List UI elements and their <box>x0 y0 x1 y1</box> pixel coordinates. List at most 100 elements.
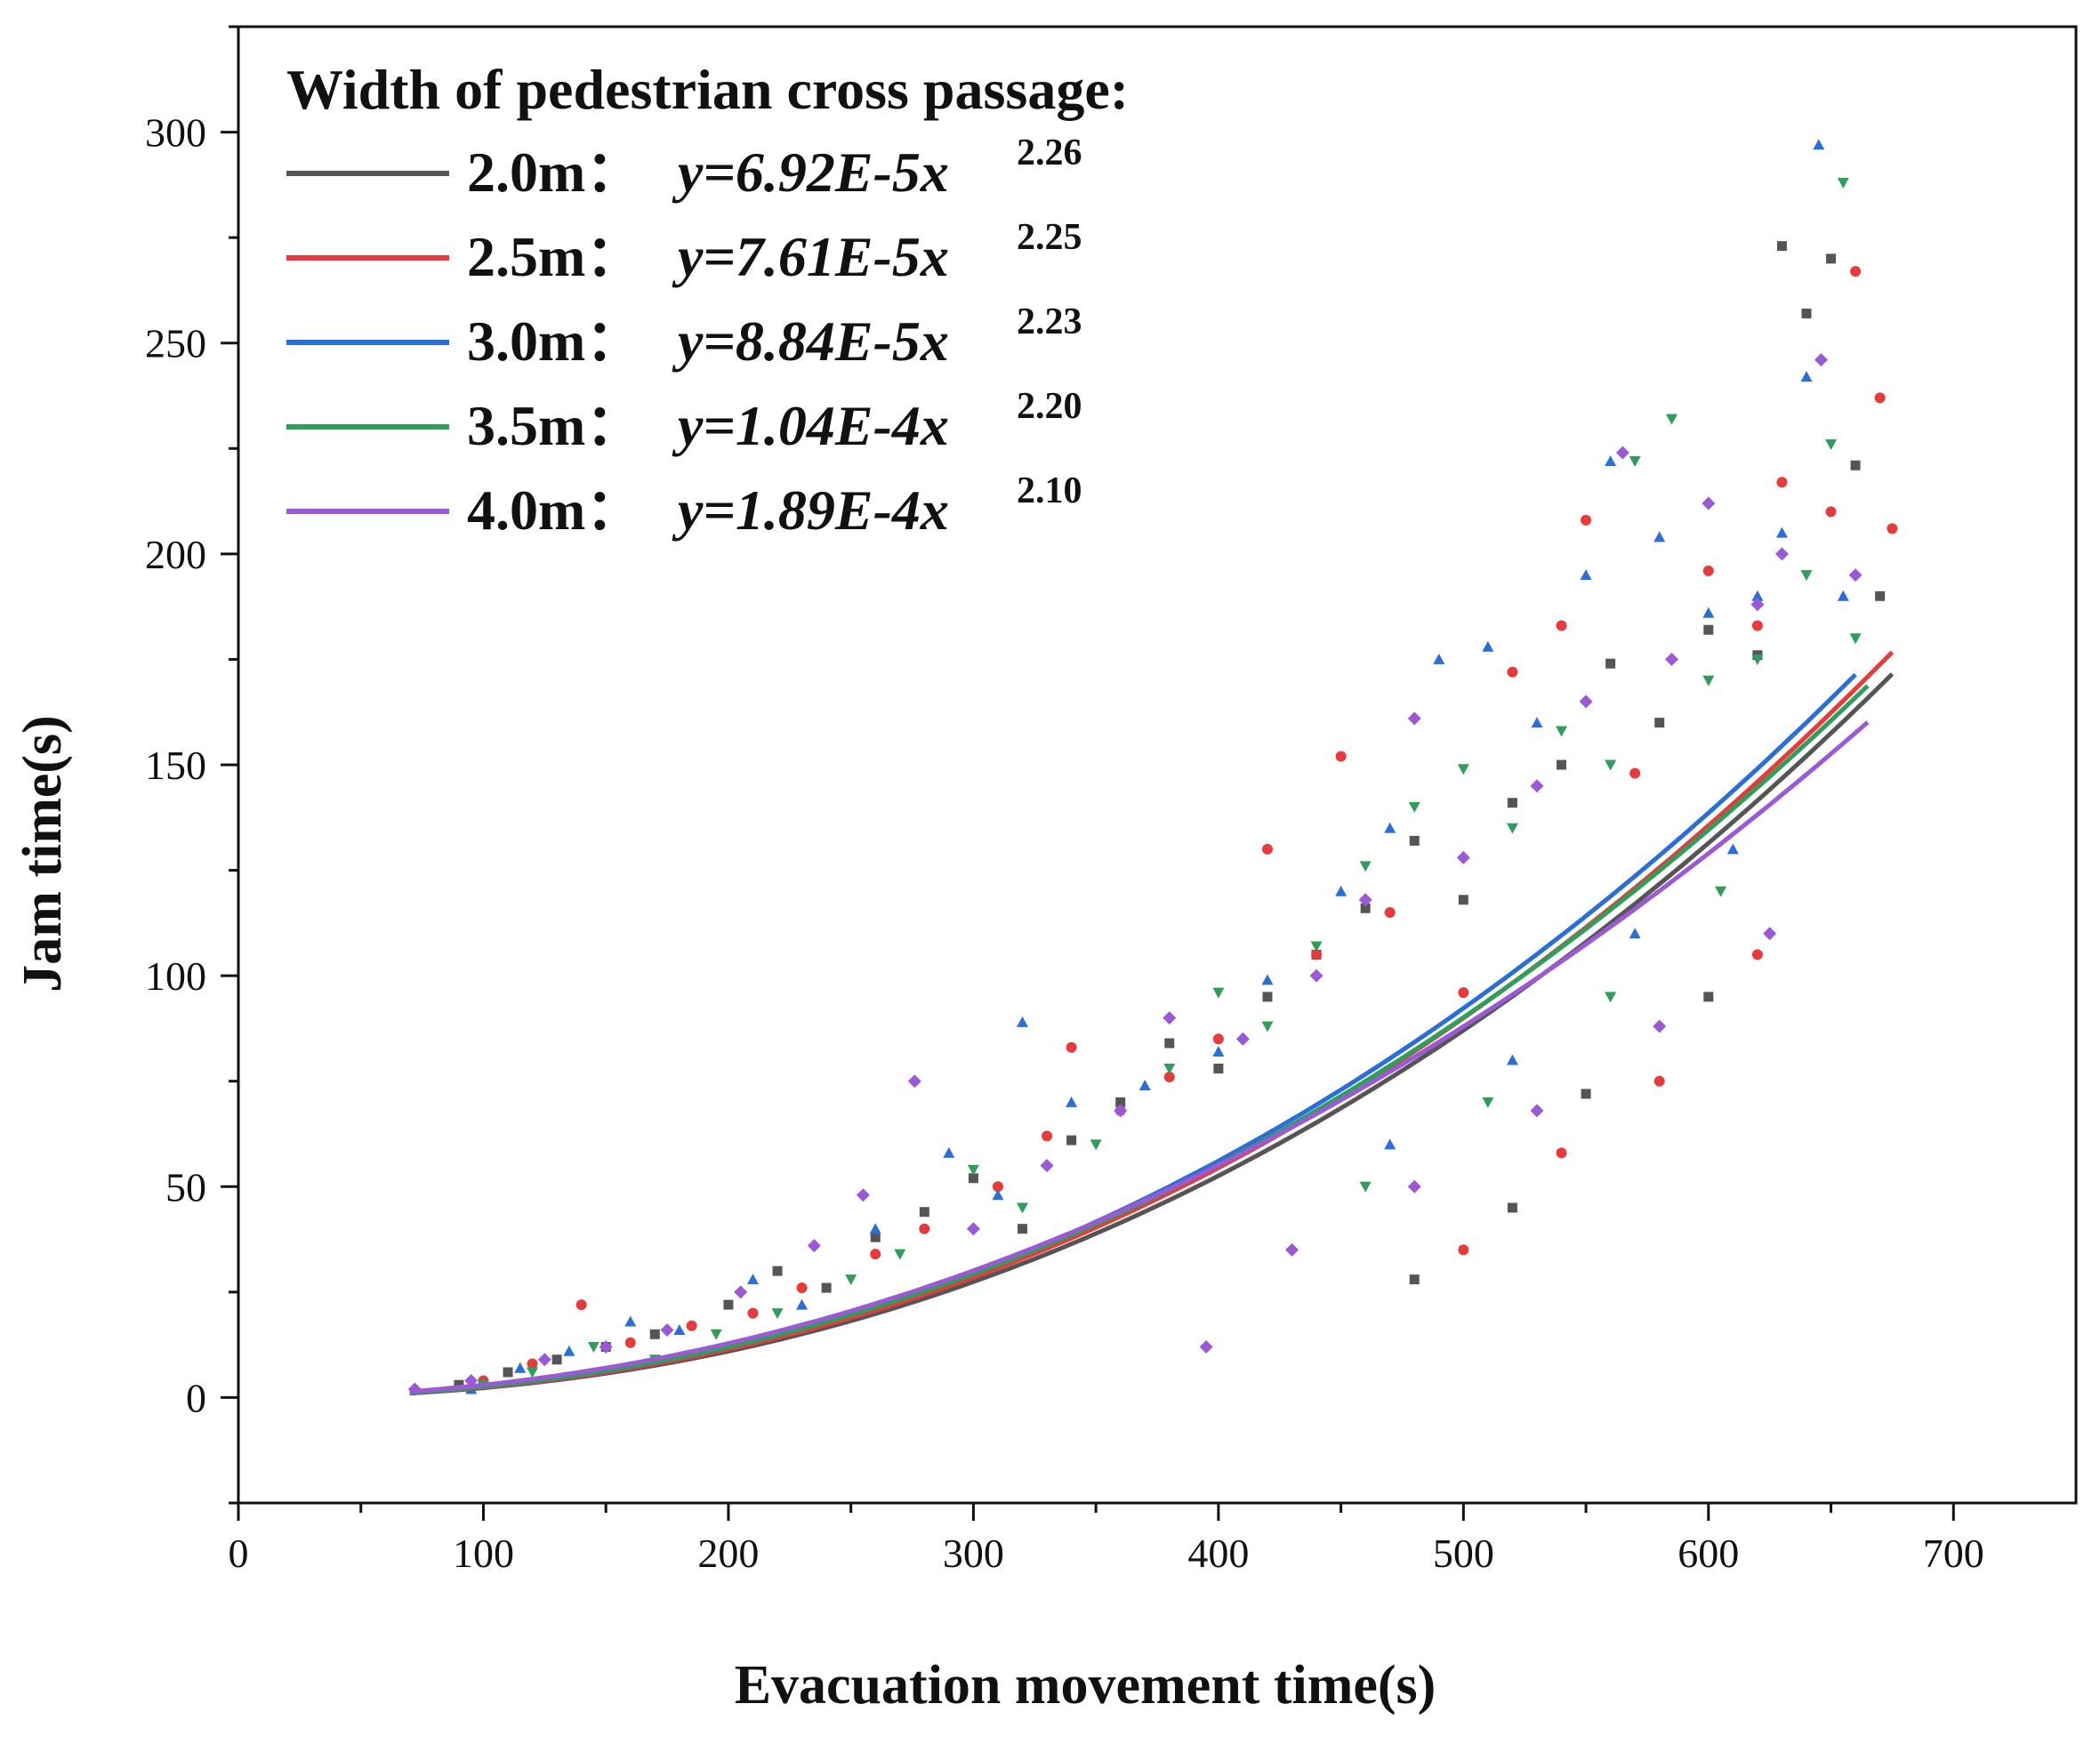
data-point-circle <box>1825 506 1837 518</box>
x-tick-label: 400 <box>1187 1531 1249 1576</box>
data-point-circle <box>1850 266 1862 277</box>
data-point-diamond <box>1530 1104 1544 1118</box>
legend-exponent: 2.23 <box>1017 301 1082 342</box>
data-point-triangle-down <box>1506 823 1518 834</box>
data-point-diamond <box>1040 1159 1054 1173</box>
data-point-diamond <box>1702 496 1716 510</box>
legend-exponent: 2.25 <box>1017 217 1082 258</box>
x-tick-label: 700 <box>1923 1531 1984 1576</box>
data-point-triangle-down <box>1702 675 1715 687</box>
data-point-diamond <box>1285 1242 1299 1257</box>
data-point-circle <box>1556 620 1567 631</box>
data-point-square <box>1581 1089 1591 1099</box>
data-point-square <box>551 1354 562 1365</box>
y-tick-label: 0 <box>186 1375 206 1420</box>
data-point-triangle-down <box>1825 439 1838 451</box>
data-point-diamond <box>1653 1019 1667 1033</box>
data-point-circle <box>1384 907 1396 918</box>
data-point-diamond <box>1579 695 1593 709</box>
data-point-triangle-up <box>1531 717 1543 728</box>
data-point-square <box>870 1232 881 1242</box>
data-point-triangle-up <box>746 1274 759 1285</box>
data-point-triangle-up <box>1016 1016 1028 1027</box>
data-point-square <box>1776 241 1787 252</box>
data-point-triangle-up <box>624 1315 637 1327</box>
y-tick-label: 50 <box>165 1164 206 1210</box>
x-tick-label: 200 <box>697 1531 759 1576</box>
data-point-diamond <box>1750 598 1765 612</box>
data-point-diamond <box>966 1222 980 1236</box>
data-point-triangle-up <box>1775 526 1788 538</box>
data-point-triangle-up <box>1482 640 1494 652</box>
data-point-triangle-up <box>1702 607 1715 618</box>
data-point-square <box>454 1379 464 1390</box>
data-point-diamond <box>537 1353 551 1367</box>
data-point-triangle-up <box>673 1324 686 1336</box>
data-point-triangle-up <box>1384 822 1396 833</box>
data-point-square <box>1507 1202 1517 1213</box>
legend-equation: y=7.61E-5x <box>672 225 949 288</box>
data-point-triangle-up <box>1605 455 1617 467</box>
data-point-triangle-up <box>1433 653 1445 664</box>
data-point-diamond <box>1407 1179 1421 1193</box>
data-point-circle <box>686 1320 697 1331</box>
legend-equation: y=1.89E-4x <box>672 478 949 542</box>
data-point-square <box>1409 835 1420 846</box>
series-3.0m-points <box>465 139 1849 1394</box>
x-tick-label: 0 <box>229 1531 249 1576</box>
series-3.5m-points <box>477 177 1862 1391</box>
data-point-square <box>919 1207 929 1218</box>
data-point-circle <box>1311 949 1323 960</box>
data-point-circle <box>1066 1041 1077 1053</box>
data-point-circle <box>1581 514 1592 526</box>
data-point-triangle-up <box>1800 371 1813 382</box>
data-point-triangle-down <box>1800 570 1813 582</box>
data-point-circle <box>1335 751 1347 762</box>
data-point-triangle-down <box>1457 764 1469 776</box>
data-point-triangle-down <box>1849 633 1862 645</box>
data-point-circle <box>1556 1147 1567 1159</box>
data-point-triangle-down <box>1359 861 1372 872</box>
axes: 0 100 200 300 400 500 600 700 0 50 100 150 200 250 300 <box>145 25 2078 1576</box>
data-point-diamond <box>1848 568 1863 583</box>
data-point-diamond <box>856 1188 870 1202</box>
data-point-triangle-up <box>1837 590 1849 601</box>
legend-label: 3.5m： <box>467 394 642 457</box>
data-point-diamond <box>1358 893 1372 907</box>
data-point-triangle-up <box>1139 1079 1151 1090</box>
data-point-triangle-down <box>1715 886 1727 897</box>
y-axis-title: Jam time(s) <box>12 715 73 993</box>
data-point-circle <box>1751 949 1763 960</box>
plot-area <box>407 139 1898 1396</box>
data-point-diamond <box>1530 779 1544 793</box>
data-point-circle <box>1776 477 1788 488</box>
data-point-diamond <box>907 1074 921 1089</box>
data-point-triangle-down <box>1605 992 1617 1003</box>
data-point-square <box>1017 1224 1027 1234</box>
data-point-square <box>1703 624 1714 635</box>
data-point-diamond <box>734 1285 748 1299</box>
y-tick-label: 200 <box>145 532 206 577</box>
legend: Width of pedestrian cross passage: 2.0m：… <box>286 58 1129 542</box>
data-point-square <box>1262 992 1273 1002</box>
data-point-square <box>1801 309 1812 319</box>
data-point-triangle-up <box>1506 1054 1518 1065</box>
data-point-triangle-down <box>1556 726 1568 737</box>
data-point-square <box>1360 903 1371 913</box>
data-point-circle <box>1458 987 1469 999</box>
x-tick-label: 600 <box>1678 1531 1739 1576</box>
data-point-triangle-down <box>1665 414 1678 425</box>
data-point-triangle-up <box>796 1298 809 1310</box>
data-point-triangle-down <box>1090 1139 1102 1151</box>
data-point-diamond <box>1163 1011 1177 1025</box>
data-point-diamond <box>1774 547 1789 561</box>
data-point-circle <box>624 1337 636 1348</box>
data-point-square <box>1066 1135 1077 1145</box>
data-point-square <box>1409 1274 1420 1285</box>
data-point-triangle-down <box>894 1249 906 1260</box>
data-point-circle <box>1042 1130 1053 1142</box>
data-point-triangle-down <box>1359 1181 1372 1193</box>
data-point-triangle-down <box>1629 456 1641 468</box>
data-point-square <box>723 1299 734 1310</box>
